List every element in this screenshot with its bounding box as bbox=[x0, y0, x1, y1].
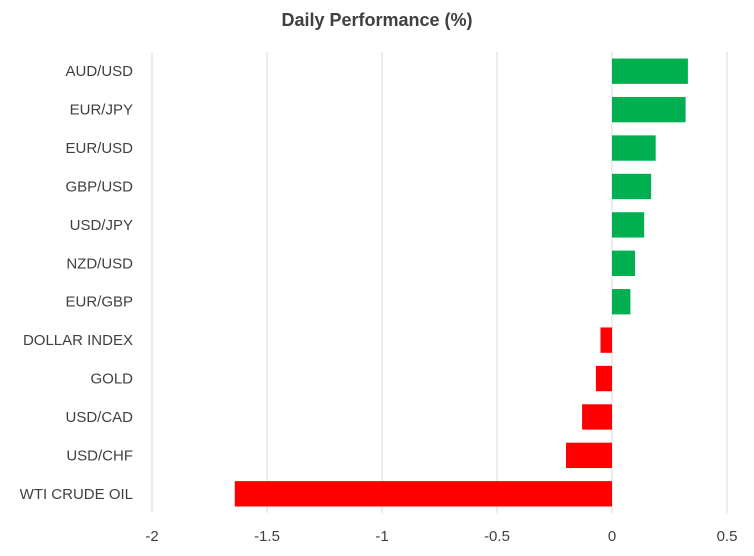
category-label: EUR/GBP bbox=[65, 294, 133, 311]
chart-title: Daily Performance (%) bbox=[281, 10, 473, 30]
category-label: EUR/JPY bbox=[70, 102, 133, 119]
bar bbox=[600, 327, 612, 353]
bar bbox=[612, 212, 645, 238]
bar bbox=[566, 442, 612, 469]
bar bbox=[595, 365, 612, 392]
bars bbox=[234, 58, 688, 507]
bar bbox=[612, 173, 652, 200]
bar bbox=[234, 481, 613, 507]
bar bbox=[582, 404, 612, 430]
x-tick-label: -1 bbox=[375, 528, 388, 545]
x-tick-label: -0.5 bbox=[484, 528, 510, 545]
category-label: GBP/USD bbox=[65, 178, 133, 195]
bar bbox=[612, 135, 656, 161]
category-label: AUD/USD bbox=[65, 63, 133, 80]
category-label: USD/CAD bbox=[65, 409, 133, 426]
bar bbox=[612, 289, 631, 315]
x-tick-label: -1.5 bbox=[254, 528, 280, 545]
bar bbox=[612, 96, 686, 123]
category-labels: AUD/USD EUR/JPY EUR/USD GBP/USD USD/JPY NZD/U… bbox=[20, 63, 134, 503]
category-label: GOLD bbox=[90, 371, 133, 388]
category-label: USD/CHF bbox=[66, 447, 133, 464]
x-tick-label: 0.5 bbox=[717, 528, 738, 545]
bar bbox=[612, 250, 635, 276]
category-label: DOLLAR INDEX bbox=[23, 332, 133, 349]
x-tick-labels: -2 -1.5 -1 -0.5 0 0.5 bbox=[145, 528, 737, 545]
gridlines bbox=[151, 52, 728, 513]
category-label: NZD/USD bbox=[66, 255, 133, 272]
x-tick-label: -2 bbox=[145, 528, 158, 545]
category-label: EUR/USD bbox=[65, 140, 133, 157]
x-tick-label: 0 bbox=[608, 528, 616, 545]
bar bbox=[612, 58, 688, 84]
category-label: USD/JPY bbox=[70, 217, 133, 234]
category-label: WTI CRUDE OIL bbox=[20, 486, 133, 503]
